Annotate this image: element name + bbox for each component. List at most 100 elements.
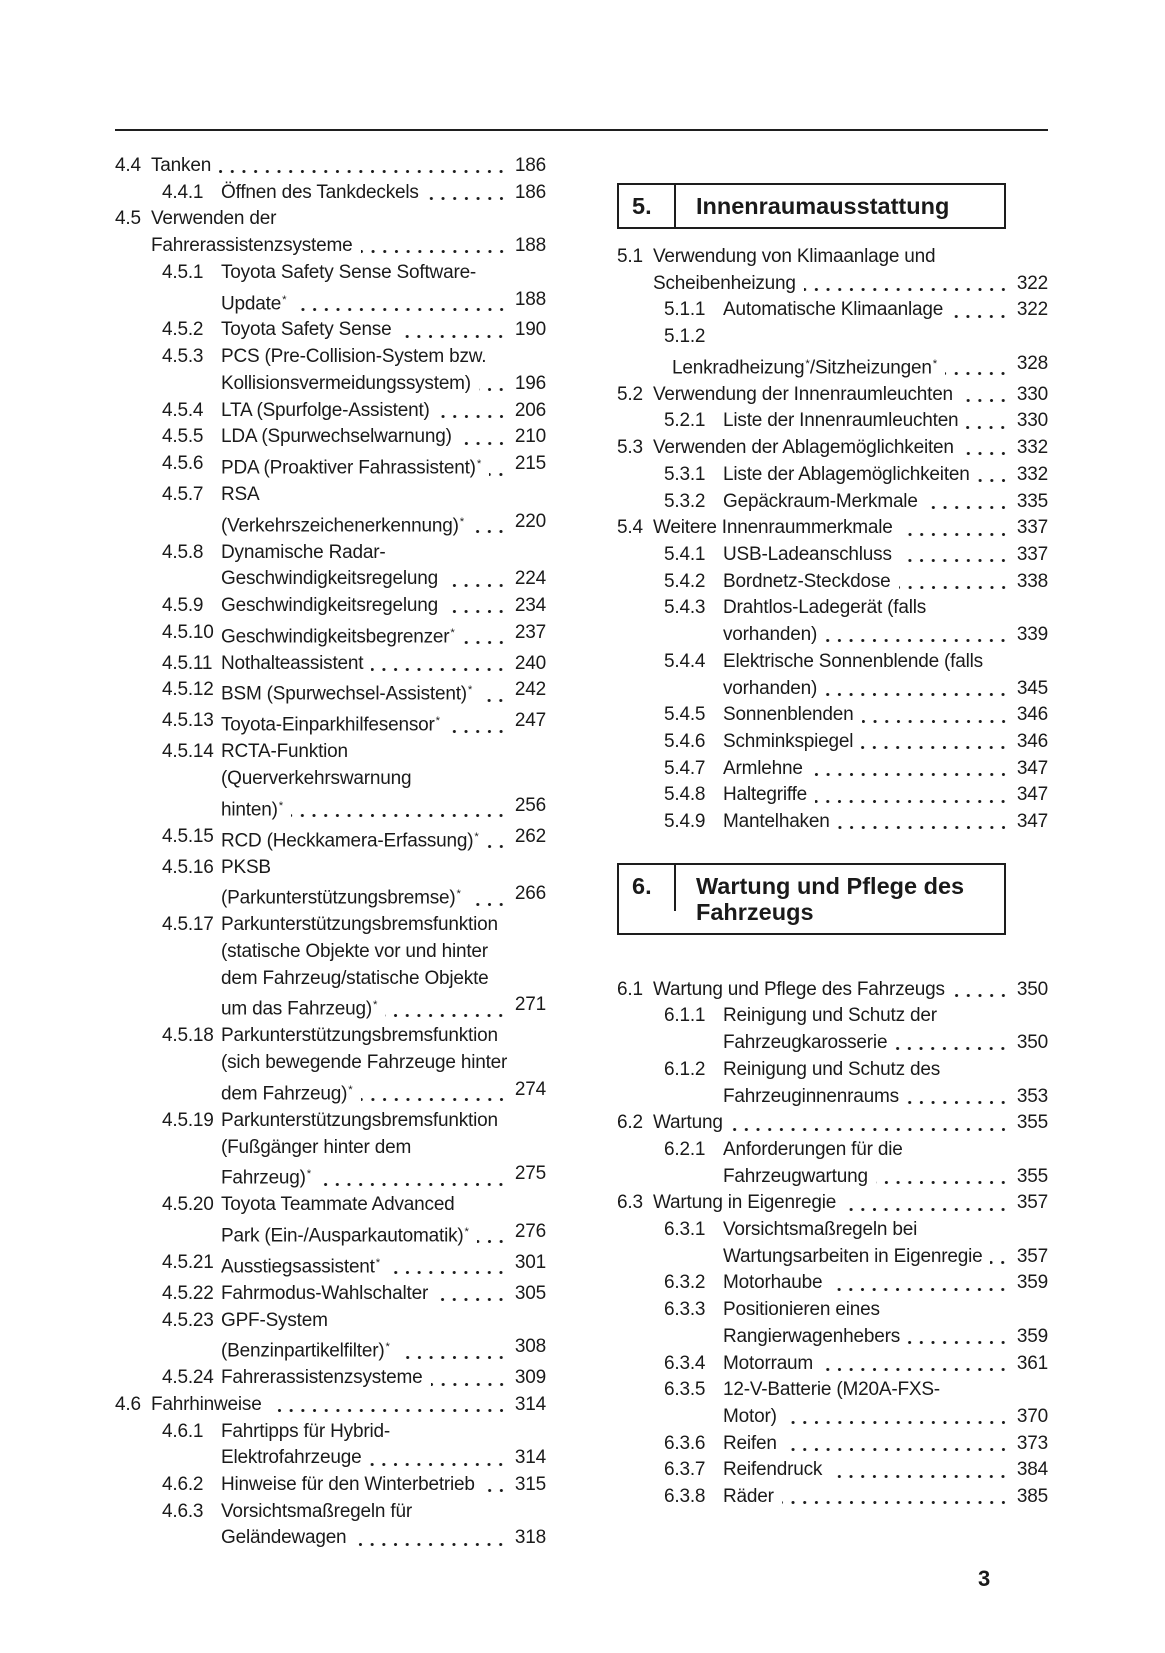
toc-entry-title: Fahrzeugkarosserie <box>723 1032 888 1054</box>
toc-entry-title: hinten)* <box>221 799 284 821</box>
toc-entry-title: vorhanden) <box>723 624 818 646</box>
asterisk-footnote-marker: * <box>456 888 461 901</box>
toc-entry-number: 4.5.14 <box>162 741 214 763</box>
asterisk-footnote-marker: * <box>476 458 482 470</box>
toc-entry-page: 346 <box>1016 730 1048 752</box>
toc-entry: 4.5.12 BSM (Spurwechsel-Assistent)* 242 <box>115 677 546 709</box>
chapter-title: Wartung und Pflege des Fahrzeugs <box>676 865 974 933</box>
toc-entry-page: 190 <box>514 319 546 341</box>
toc-line: Fahrtipps für Hybrid- <box>221 1419 546 1446</box>
toc-entry-body: Verwendung der Innenraumleuchten 330 <box>653 381 1048 409</box>
toc-entry-number: 4.6 <box>115 1393 141 1415</box>
toc-line: (Benzinpartikelfilter)* 308 <box>221 1334 546 1366</box>
toc-entry-page: 335 <box>1016 490 1048 512</box>
toc-entry-page: 350 <box>1016 1032 1048 1054</box>
toc-line: Fahrhinweise 314 <box>151 1391 546 1419</box>
toc-entry: 5.3.2 Gepäckraum-Merkmale 335 <box>617 488 1048 516</box>
toc-entry-title: Liste der Innenraumleuchten <box>723 410 959 432</box>
asterisk-footnote-marker: * <box>348 1083 353 1096</box>
toc-line: Fahrerassistenzsysteme 309 <box>221 1365 546 1392</box>
dot-leader <box>784 1403 1011 1431</box>
toc-entry-body: Mantelhaken 347 <box>723 809 1048 836</box>
toc-line: um das Fahrzeug)* 271 <box>221 992 546 1024</box>
asterisk-footnote-marker: * <box>385 1341 390 1354</box>
toc-entry: 6.3 Wartung in Eigenregie 357 <box>617 1190 1048 1218</box>
toc-entry-page: 330 <box>1016 383 1048 405</box>
toc-entry-number: 4.5.5 <box>162 426 204 448</box>
toc-line: LTA (Spurfolge-Assistent) 206 <box>221 397 546 425</box>
toc-entry-title: Toyota Safety Sense <box>221 319 392 341</box>
toc-entry-body: PKSB (Parkunterstützungsbremse)* 266 <box>221 855 546 913</box>
toc-entry: 4.5.16 PKSB (Parkunterstützungsbremse)* 266 <box>115 855 546 913</box>
toc-line: Gepäckraum-Merkmale 335 <box>723 488 1048 516</box>
toc-line: Fahrzeug)* 275 <box>221 1161 546 1193</box>
toc-entry: 6.3.6 Reifen 373 <box>617 1430 1048 1458</box>
toc-entry: 6.3.2 Motorhaube 359 <box>617 1270 1048 1298</box>
toc-entry-body: Verwendung von Klimaanlage und Scheibenhe… <box>653 244 1048 298</box>
dot-leader <box>952 976 1011 1004</box>
toc-entry-title: Bordnetz-Steckdose <box>723 570 891 592</box>
toc-entry: 5.4.2 Bordnetz-Steckdose 338 <box>617 568 1048 596</box>
toc-entry-title: Fahrzeugwartung <box>723 1165 868 1187</box>
toc-line: Wartung und Pflege des Fahrzeugs 350 <box>653 976 1048 1004</box>
toc-entry-number: 4.5.19 <box>162 1109 214 1131</box>
toc-entry-title: Parkunterstützungsbremsfunktion <box>221 914 498 936</box>
toc-entry-title: Toyota Teammate Advanced <box>221 1194 455 1216</box>
toc-entry-title: RCD (Heckkamera-Erfassung)* <box>221 830 479 851</box>
toc-entry-body: Wartung 355 <box>653 1110 1048 1137</box>
toc-entry-title: (Benzinpartikelfilter)* <box>221 1340 390 1362</box>
asterisk-footnote-marker: * <box>450 626 455 639</box>
chapter-title-line: Innenraumausstattung <box>696 193 950 219</box>
toc-entry-body: Sonnenblenden 346 <box>723 702 1048 729</box>
toc-entry-body: Lenkradheizung*/Sitzheizungen* 328 <box>672 324 1048 382</box>
toc-entry-number: 5.4.3 <box>664 597 706 619</box>
dot-leader <box>437 397 509 425</box>
toc-line: Rangierwagenhebers 359 <box>723 1323 1048 1351</box>
toc-entry-title: Fahrzeuginnenraums <box>723 1085 899 1107</box>
toc-entry-page: 314 <box>514 1447 546 1469</box>
asterisk-footnote-marker: * <box>474 830 479 843</box>
toc-entry-number: 4.5.1 <box>162 261 204 283</box>
footer-page-number: 3 <box>978 1566 991 1591</box>
toc-entry: 5.4.4 Elektrische Sonnenblende (falls vorh… <box>617 649 1048 703</box>
toc-entry: 4.5.4 LTA (Spurfolge-Assistent) 206 <box>115 397 546 425</box>
toc-entry-body: Wartung in Eigenregie 357 <box>653 1190 1048 1218</box>
toc-entry-body: Fahrtipps für Hybrid- Elektrofahrzeuge 314 <box>221 1419 546 1473</box>
toc-entry-title: Fahrerassistenzsysteme <box>151 235 353 257</box>
toc-line: Sonnenblenden 346 <box>723 702 1048 729</box>
toc-entry-title: Verwenden der <box>151 208 277 230</box>
toc-line: Schminkspiegel 346 <box>723 728 1048 756</box>
dot-leader <box>830 1457 1011 1485</box>
dot-leader <box>960 381 1011 409</box>
toc-entry-body: Liste der Innenraumleuchten 330 <box>723 408 1048 436</box>
toc-entry-title: Automatische Klimaanlage <box>723 299 944 321</box>
toc-entry: 5.1.1 Automatische Klimaanlage 322 <box>617 297 1048 325</box>
asterisk-footnote-marker: * <box>278 799 284 812</box>
toc-entry: 4.5 Verwenden der Fahrerassistenzsysteme 18… <box>115 206 546 260</box>
dot-leader <box>291 792 509 824</box>
toc-entry-title: Reinigung und Schutz des <box>723 1058 941 1080</box>
asterisk-footnote-marker: * <box>435 715 441 728</box>
toc-entry-number: 6.2 <box>617 1112 643 1134</box>
toc-entry-number: 5.4.5 <box>664 704 706 726</box>
dot-leader <box>803 270 1011 298</box>
toc-entry-page: 359 <box>1016 1325 1048 1347</box>
toc-entry: 4.5.2 Toyota Safety Sense 190 <box>115 317 546 345</box>
toc-entry-page: 186 <box>514 155 546 176</box>
dot-leader <box>436 1280 509 1308</box>
toc-line: Geländewagen 318 <box>221 1525 546 1553</box>
chapter-title-line: Fahrzeugs <box>696 898 814 925</box>
toc-line: Weitere Innenraummerkmale 337 <box>653 515 1048 542</box>
toc-entry: 4.6 Fahrhinweise 314 <box>115 1391 546 1419</box>
toc-line: Ausstiegsassistent* 301 <box>221 1249 546 1281</box>
toc-entry-title: dem Fahrzeug/statische Objekte <box>221 967 489 989</box>
toc-entry: 6.1.2 Reinigung und Schutz des Fahrzeuginn… <box>617 1057 1048 1111</box>
toc-entry-number: 4.4.1 <box>162 181 204 203</box>
toc-entry: 5.2.1 Liste der Innenraumleuchten 330 <box>617 408 1048 436</box>
toc-entry: 5.4.6 Schminkspiegel 346 <box>617 728 1048 756</box>
dot-leader <box>925 488 1011 516</box>
toc-entry-page: 346 <box>1016 704 1048 726</box>
toc-entry-body: Positionieren eines Rangierwagenhebers 359 <box>723 1297 1048 1351</box>
dot-leader <box>360 233 509 260</box>
toc-entry-title: Liste der Ablagemöglichkeiten <box>723 463 970 485</box>
